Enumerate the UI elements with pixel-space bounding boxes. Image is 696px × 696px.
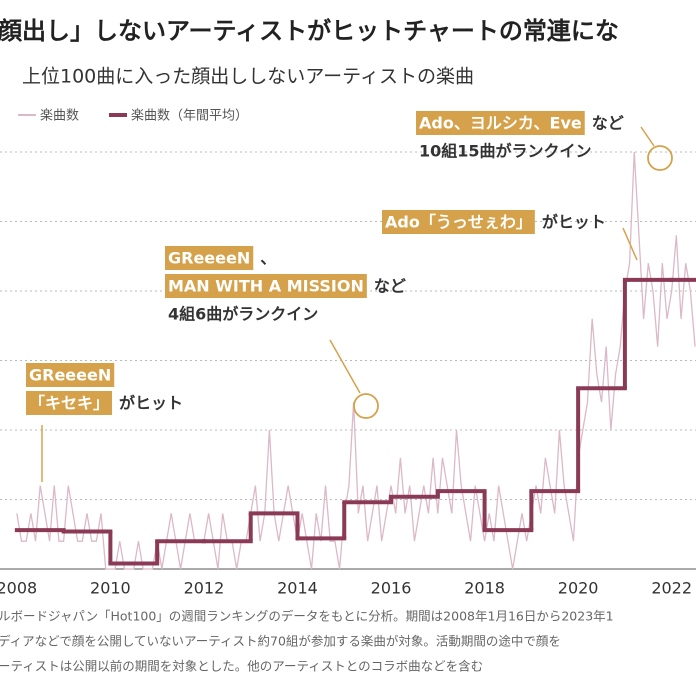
annotation-segment: 、 [260,249,276,268]
annotation-segment: など [592,114,624,133]
annotation-text: など [374,277,406,296]
annotation-text: がヒット [119,394,183,413]
x-tick-label: 2014 [277,579,318,598]
x-tick-label: 2020 [558,579,599,598]
annotation-segment: など [374,277,406,296]
annotation-segment: 10組15曲がランクイン [419,142,592,161]
annotation-text: など [592,114,624,133]
annotation-segment: MAN WITH A MISSION [165,274,367,298]
annotation-leader [622,227,638,261]
annotation-segment: GReeeeN [165,246,254,270]
x-tick-label: 2022 [651,579,692,598]
annotation-highlight [382,210,535,234]
annotation-text: GReeeeN [168,249,250,268]
footnote: ディアなどで顔を公開していないアーティスト約70組が参加する楽曲が対象。活動期間… [0,634,561,649]
annotation-highlight [416,111,585,135]
annotation-text: 10組15曲がランクイン [419,142,592,161]
annotation-text: がヒット [542,213,606,232]
x-tick-label: 2010 [90,579,131,598]
legend-label: 楽曲数 [40,108,79,124]
chart-subtitle: 上位100曲に入った顔出ししないアーティストの楽曲 [22,66,474,88]
annotation-text: 、 [260,249,276,268]
annotation-text: 「キセキ」 [29,394,109,413]
x-tick-label: 2016 [371,579,412,598]
annotation-text: 4組6曲がランクイン [168,305,318,324]
annotation-segment: Ado「うっせぇわ」 [382,210,535,234]
annotation-highlight [26,391,113,415]
x-tick-label: 2012 [184,579,225,598]
footnote: ーティストは公開以前の期間を対象とした。他のアーティストとのコラボ曲などを含む [0,659,483,674]
annotation-highlight [26,363,115,387]
annotation-text: MAN WITH A MISSION [168,277,364,296]
annotation-segment: GReeeeN [26,363,115,387]
x-tick-label: 2018 [464,579,505,598]
annotation-highlight [165,246,254,270]
annotation-segment: 「キセキ」 [26,391,113,415]
x-tick-label: 2008 [0,579,37,598]
annotation-leader [640,126,655,147]
legend-label: 楽曲数（年間平均） [131,108,248,124]
data-line [16,151,696,570]
annotation-segment: がヒット [542,213,606,232]
annotation-circle [647,145,673,171]
chart-title: 顔出し」しないアーティストがヒットチャートの常連にな [0,17,619,45]
annotation-text: GReeeeN [29,366,111,385]
annotation-segment: 4組6曲がランクイン [168,305,318,324]
annotation-segment: がヒット [119,394,183,413]
annotation-text: Ado「うっせぇわ」 [385,213,532,232]
annotation-text: Ado、ヨルシカ、Eve [419,114,582,133]
annotation-circle [353,393,379,419]
annotation-segment: Ado、ヨルシカ、Eve [416,111,585,135]
annotation-leader [329,339,361,394]
footnote: ルボードジャパン「Hot100」の週間ランキングのデータをもとに分析。期間は20… [0,609,614,624]
annotation-highlight [165,274,367,298]
